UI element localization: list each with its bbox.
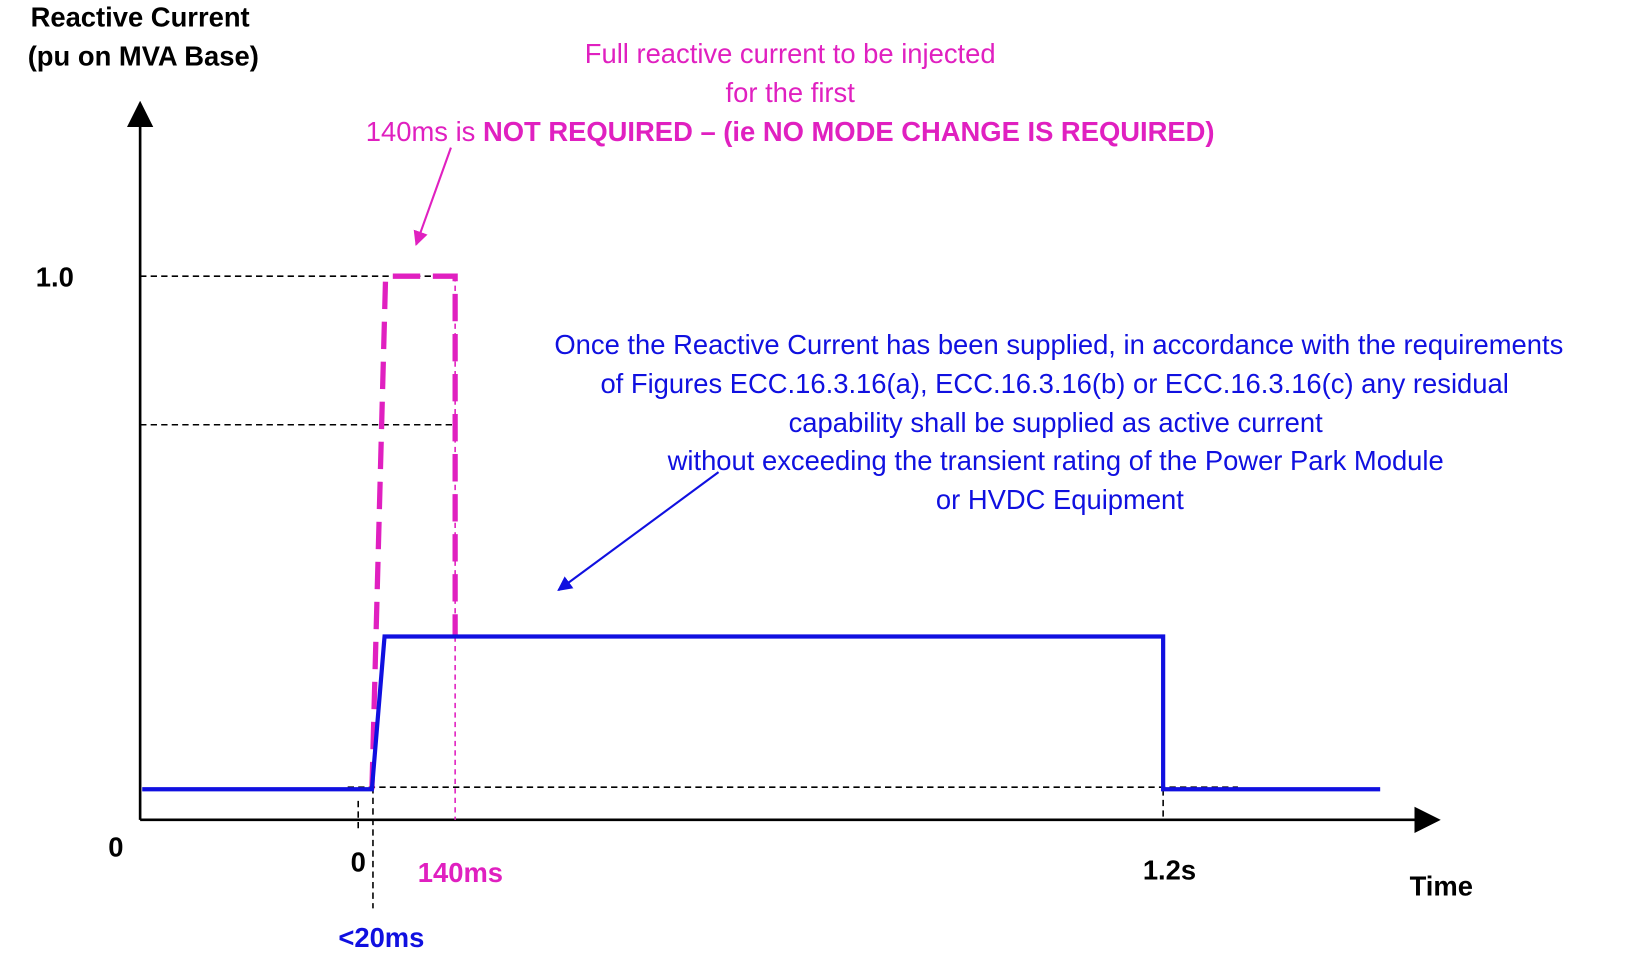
x-tick-label: 0: [351, 846, 366, 877]
note-line: Full reactive current to be injected: [585, 38, 996, 69]
note-line: for the first: [726, 77, 856, 108]
x-label: Time: [1410, 871, 1473, 902]
note-line: without exceeding the transient rating o…: [667, 445, 1444, 476]
note-text: 140ms is: [366, 116, 483, 147]
pink-profile: [369, 273, 458, 790]
pink-arrow: [413, 147, 452, 246]
note-line: 140ms is NOT REQUIRED – (ie NO MODE CHAN…: [366, 116, 1215, 147]
note-bold: NOT REQUIRED – (ie NO MODE CHANGE IS REQ…: [483, 116, 1215, 147]
x-tick-label: 1.2s: [1143, 855, 1196, 886]
axes: [126, 100, 1441, 833]
note-line: of Figures ECC.16.3.16(a), ECC.16.3.16(b…: [600, 368, 1508, 399]
rise-time-label: <20ms: [338, 922, 424, 953]
y-label: Reactive Current: [31, 1, 250, 32]
note-line: Once the Reactive Current has been suppl…: [554, 329, 1563, 360]
note-line: capability shall be supplied as active c…: [789, 407, 1324, 438]
note-line: or HVDC Equipment: [936, 484, 1184, 515]
blue-note: Once the Reactive Current has been suppl…: [554, 329, 1563, 515]
blue-arrow: [557, 471, 720, 592]
y-label: (pu on MVA Base): [28, 40, 259, 71]
x-tick-label: 140ms: [418, 857, 503, 888]
origin-label: 0: [108, 832, 123, 863]
blue-profile: [142, 634, 1381, 792]
pink-note: Full reactive current to be injected for…: [366, 38, 1215, 147]
guides: [140, 275, 1238, 909]
y-tick-label: 1.0: [36, 262, 74, 293]
